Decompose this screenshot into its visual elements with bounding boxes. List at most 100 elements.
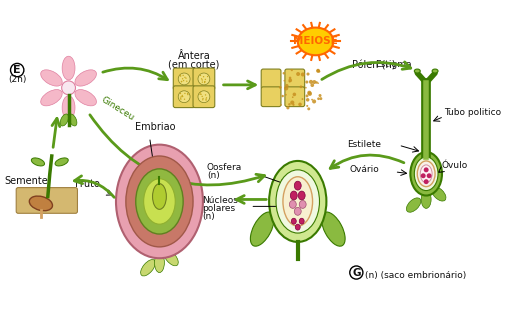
Circle shape — [183, 80, 184, 81]
Circle shape — [281, 95, 284, 97]
Circle shape — [298, 103, 302, 106]
Circle shape — [280, 104, 282, 106]
Circle shape — [307, 91, 312, 95]
Circle shape — [206, 97, 207, 99]
Circle shape — [180, 99, 182, 100]
Ellipse shape — [143, 179, 175, 224]
Circle shape — [307, 72, 310, 76]
Ellipse shape — [154, 253, 165, 273]
Ellipse shape — [432, 69, 438, 73]
Circle shape — [198, 73, 210, 85]
Text: Ovário: Ovário — [349, 165, 379, 174]
FancyBboxPatch shape — [16, 188, 77, 213]
Circle shape — [178, 91, 190, 103]
Circle shape — [279, 86, 282, 89]
Text: Pólen (n): Pólen (n) — [352, 60, 396, 70]
Ellipse shape — [407, 198, 421, 212]
Ellipse shape — [431, 187, 446, 201]
Circle shape — [180, 97, 181, 99]
Ellipse shape — [116, 145, 203, 258]
Ellipse shape — [41, 70, 62, 86]
Text: Fruto: Fruto — [75, 179, 100, 189]
Circle shape — [181, 81, 182, 82]
Text: Estigma: Estigma — [375, 60, 411, 69]
Text: Ântera: Ântera — [178, 51, 211, 61]
FancyBboxPatch shape — [285, 69, 304, 89]
Ellipse shape — [283, 177, 313, 226]
Circle shape — [293, 104, 295, 106]
Text: (n) (saco embrionário): (n) (saco embrionário) — [365, 271, 466, 280]
Circle shape — [283, 72, 285, 75]
Circle shape — [198, 91, 210, 103]
Circle shape — [319, 97, 322, 100]
Text: (em corte): (em corte) — [168, 59, 220, 69]
Ellipse shape — [31, 158, 44, 166]
Text: polares: polares — [202, 204, 235, 213]
Text: G: G — [352, 267, 361, 278]
Ellipse shape — [414, 69, 420, 73]
Ellipse shape — [421, 191, 431, 208]
Circle shape — [182, 78, 183, 80]
Ellipse shape — [75, 70, 96, 86]
Circle shape — [199, 94, 201, 95]
Circle shape — [200, 92, 201, 94]
Ellipse shape — [276, 170, 319, 233]
Circle shape — [183, 75, 184, 76]
Circle shape — [181, 81, 182, 82]
Circle shape — [296, 72, 300, 76]
Ellipse shape — [164, 249, 178, 266]
Circle shape — [292, 96, 294, 98]
Ellipse shape — [62, 96, 75, 119]
Circle shape — [305, 95, 309, 97]
Ellipse shape — [289, 200, 296, 208]
Circle shape — [311, 99, 313, 100]
Circle shape — [180, 75, 181, 76]
Circle shape — [424, 179, 429, 184]
Ellipse shape — [414, 157, 438, 191]
Circle shape — [318, 94, 321, 97]
Circle shape — [308, 92, 312, 96]
Circle shape — [185, 77, 187, 79]
Circle shape — [427, 173, 431, 178]
Text: (2n): (2n) — [8, 76, 26, 85]
Ellipse shape — [417, 161, 435, 187]
Text: MEIOSE: MEIOSE — [293, 37, 338, 46]
Circle shape — [312, 100, 316, 104]
Circle shape — [187, 93, 188, 94]
Circle shape — [290, 100, 294, 105]
Circle shape — [204, 81, 205, 82]
Circle shape — [204, 81, 205, 82]
FancyBboxPatch shape — [261, 87, 281, 107]
Circle shape — [180, 93, 181, 94]
Circle shape — [312, 80, 316, 84]
Ellipse shape — [75, 90, 96, 106]
Circle shape — [184, 99, 185, 100]
Circle shape — [301, 98, 303, 100]
Circle shape — [205, 100, 207, 101]
Circle shape — [203, 76, 204, 77]
Text: (n): (n) — [202, 212, 215, 221]
Ellipse shape — [291, 191, 297, 200]
Circle shape — [288, 103, 291, 106]
Circle shape — [317, 82, 319, 84]
Circle shape — [207, 76, 208, 77]
Circle shape — [317, 97, 320, 100]
FancyBboxPatch shape — [285, 87, 304, 107]
Ellipse shape — [295, 224, 300, 230]
Circle shape — [202, 99, 203, 100]
Circle shape — [204, 82, 205, 83]
Circle shape — [293, 93, 296, 96]
Circle shape — [316, 69, 320, 72]
Circle shape — [202, 98, 204, 99]
Ellipse shape — [298, 191, 305, 200]
Circle shape — [288, 80, 291, 83]
Ellipse shape — [298, 27, 333, 55]
Circle shape — [316, 69, 320, 73]
Text: Tubo politico: Tubo politico — [444, 108, 501, 116]
Ellipse shape — [41, 90, 62, 106]
Text: Estilete: Estilete — [347, 140, 381, 149]
Ellipse shape — [321, 212, 345, 246]
FancyBboxPatch shape — [173, 68, 195, 90]
Text: Semente: Semente — [4, 176, 48, 186]
Circle shape — [307, 107, 310, 110]
